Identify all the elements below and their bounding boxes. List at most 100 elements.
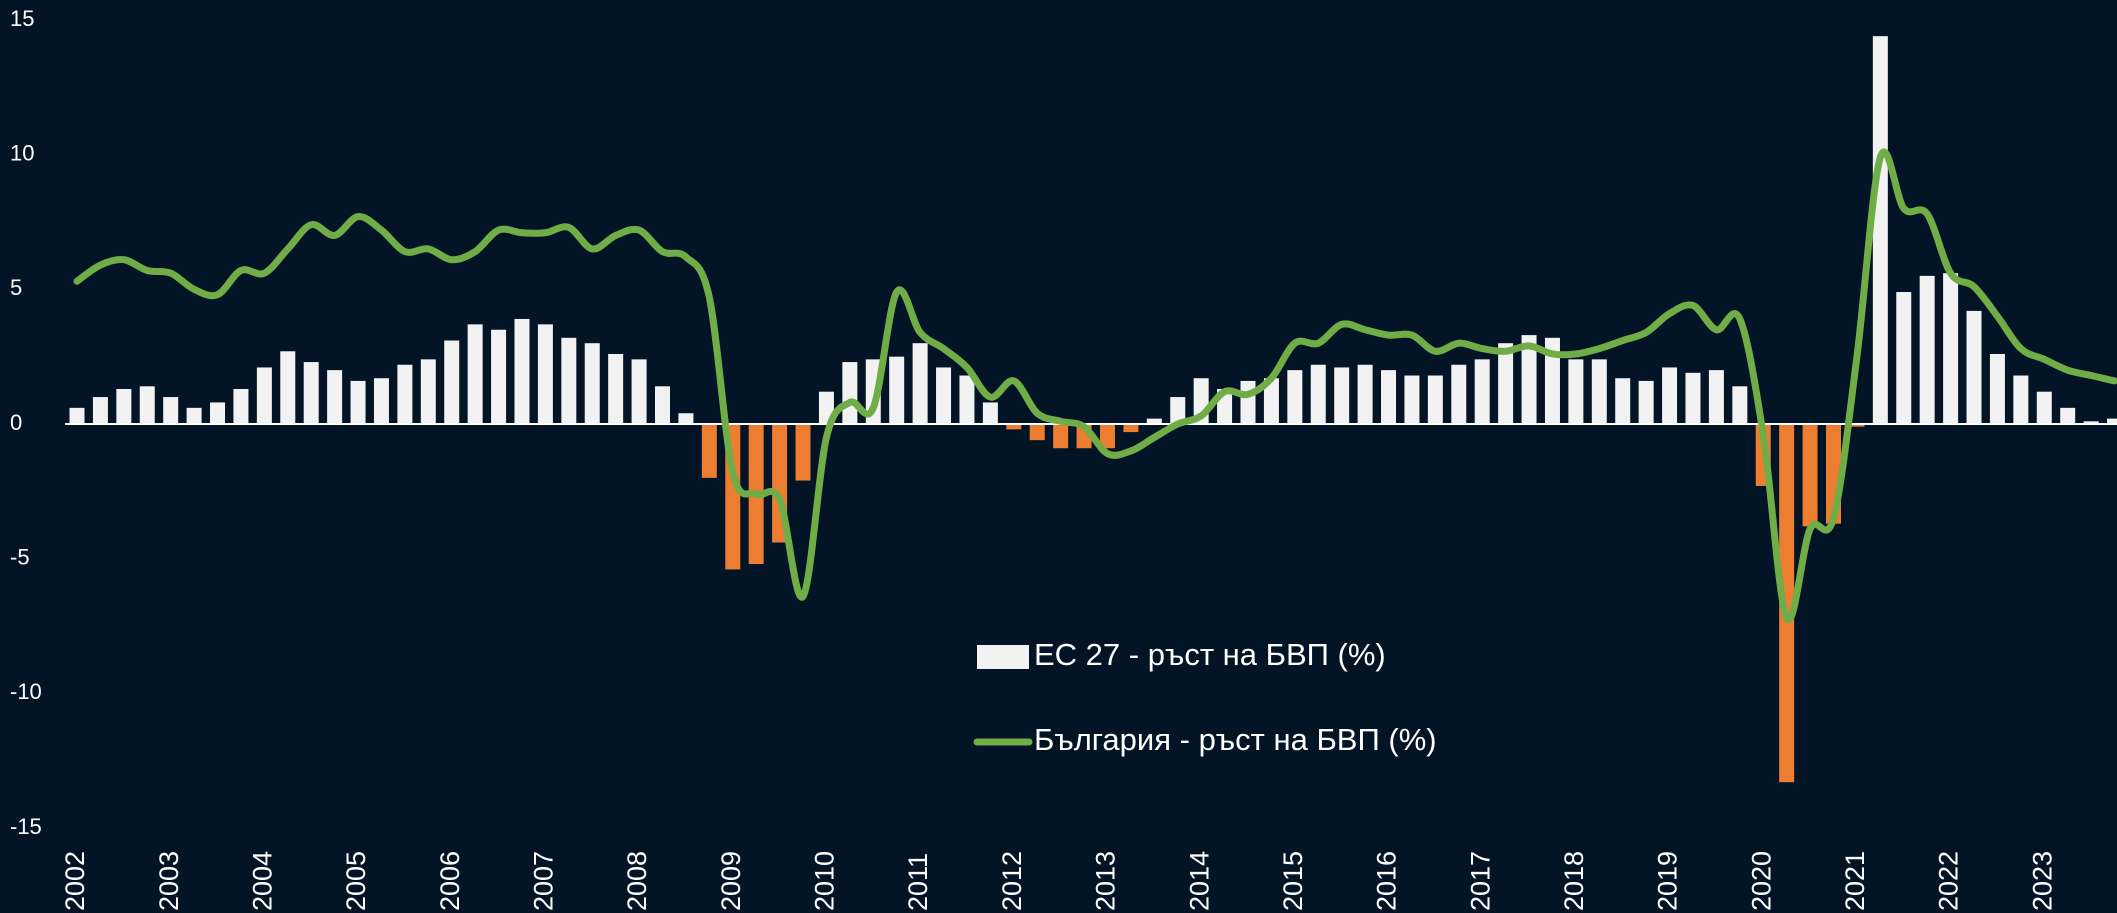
x-tick-label: 2018 bbox=[1559, 851, 1589, 911]
bar bbox=[303, 362, 319, 424]
bar bbox=[2036, 391, 2052, 424]
bar bbox=[491, 329, 507, 424]
bar bbox=[444, 340, 460, 424]
bar bbox=[678, 413, 694, 424]
bar bbox=[1943, 273, 1959, 424]
bar bbox=[280, 351, 296, 424]
bar bbox=[420, 359, 436, 424]
bar bbox=[327, 370, 343, 424]
y-tick-label: -15 bbox=[10, 814, 42, 839]
bar bbox=[936, 367, 952, 424]
bar bbox=[584, 343, 600, 424]
legend-label: България - ръст на БВП (%) bbox=[1034, 722, 1437, 757]
x-tick-label: 2005 bbox=[341, 851, 371, 911]
bar bbox=[1498, 343, 1514, 424]
bar bbox=[1029, 424, 1045, 441]
bar bbox=[982, 402, 998, 424]
bar bbox=[889, 356, 905, 424]
bar bbox=[1240, 380, 1256, 424]
x-tick-label: 2021 bbox=[1840, 851, 1870, 911]
bar bbox=[1896, 292, 1912, 424]
bar bbox=[1779, 424, 1795, 783]
bar bbox=[163, 397, 179, 424]
bar bbox=[1591, 359, 1607, 424]
bar bbox=[561, 337, 577, 424]
bar bbox=[1287, 370, 1303, 424]
bar bbox=[2060, 407, 2076, 424]
bar bbox=[1381, 370, 1397, 424]
bar bbox=[1427, 375, 1443, 424]
bar bbox=[1146, 418, 1162, 424]
x-tick-label: 2003 bbox=[154, 851, 184, 911]
bar bbox=[1451, 364, 1467, 424]
bar bbox=[1966, 310, 1982, 424]
bar bbox=[1006, 424, 1022, 430]
bar bbox=[1123, 424, 1139, 433]
y-tick-label: 5 bbox=[10, 275, 22, 300]
x-tick-label: 2007 bbox=[529, 851, 559, 911]
bar bbox=[1474, 359, 1490, 424]
bar bbox=[1404, 375, 1420, 424]
bar bbox=[1662, 367, 1678, 424]
y-tick-label: -5 bbox=[10, 544, 30, 569]
bar bbox=[2083, 421, 2099, 424]
bar bbox=[1263, 378, 1279, 424]
x-tick-label: 2016 bbox=[1372, 851, 1402, 911]
bar bbox=[233, 388, 249, 424]
bar bbox=[631, 359, 647, 424]
bar bbox=[1849, 424, 1865, 427]
bar bbox=[467, 324, 483, 424]
legend-swatch bbox=[977, 645, 1029, 669]
x-tick-label: 2017 bbox=[1465, 851, 1495, 911]
x-tick-label: 2022 bbox=[1934, 851, 1964, 911]
bar bbox=[1099, 424, 1115, 449]
x-tick-label: 2006 bbox=[435, 851, 465, 911]
bar bbox=[1685, 372, 1701, 424]
bar bbox=[1638, 380, 1654, 424]
bar bbox=[210, 402, 226, 424]
bar bbox=[701, 424, 717, 478]
bar bbox=[2013, 375, 2029, 424]
bar bbox=[186, 407, 202, 424]
bar bbox=[1872, 36, 1888, 424]
legend-label: ЕС 27 - ръст на БВП (%) bbox=[1034, 637, 1386, 672]
bar bbox=[139, 386, 155, 424]
bar bbox=[1802, 424, 1818, 527]
bar bbox=[1521, 335, 1537, 424]
x-tick-label: 2008 bbox=[622, 851, 652, 911]
bar bbox=[1568, 359, 1584, 424]
bar bbox=[2107, 418, 2117, 424]
bar bbox=[350, 380, 366, 424]
bar bbox=[1708, 370, 1724, 424]
bar bbox=[608, 353, 624, 424]
y-tick-label: -10 bbox=[10, 679, 42, 704]
bar bbox=[92, 397, 108, 424]
x-tick-label: 2023 bbox=[2027, 851, 2057, 911]
bar bbox=[1544, 337, 1560, 424]
bar bbox=[397, 364, 413, 424]
bar bbox=[1170, 397, 1186, 424]
x-tick-label: 2004 bbox=[247, 851, 277, 911]
bar bbox=[1053, 424, 1069, 449]
line bbox=[73, 148, 2117, 624]
x-tick-label: 2020 bbox=[1746, 851, 1776, 911]
bar bbox=[1989, 353, 2005, 424]
bar bbox=[373, 378, 389, 424]
bar bbox=[1732, 386, 1748, 424]
x-tick-label: 2002 bbox=[60, 851, 90, 911]
x-tick-label: 2011 bbox=[903, 853, 933, 911]
bar bbox=[1357, 364, 1373, 424]
bar bbox=[795, 424, 811, 481]
bar bbox=[912, 343, 928, 424]
bar bbox=[959, 375, 975, 424]
x-tick-label: 2015 bbox=[1278, 851, 1308, 911]
bar bbox=[256, 367, 272, 424]
x-tick-label: 2009 bbox=[716, 851, 746, 911]
y-tick-label: 15 bbox=[10, 6, 34, 31]
x-tick-label: 2010 bbox=[810, 851, 840, 911]
x-tick-label: 2013 bbox=[1091, 851, 1121, 911]
y-tick-label: 10 bbox=[10, 140, 34, 165]
bar bbox=[842, 362, 858, 424]
